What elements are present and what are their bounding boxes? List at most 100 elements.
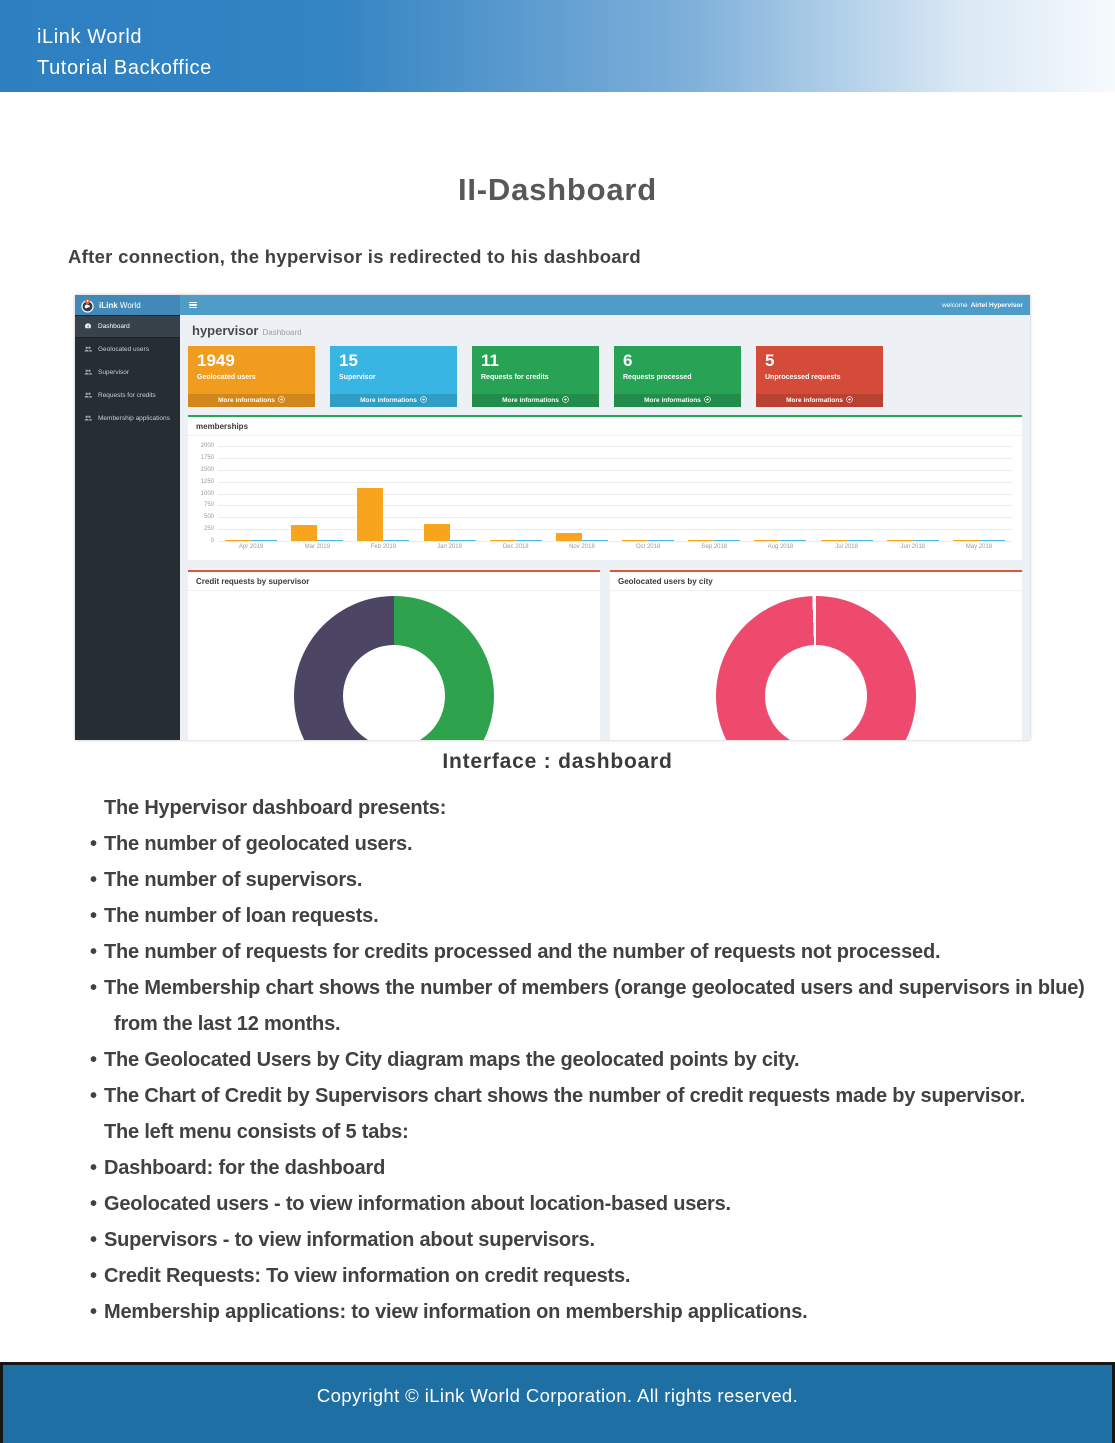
users-icon bbox=[84, 368, 93, 378]
body-line-text: The number of supervisors. bbox=[104, 869, 363, 891]
more-informations-link[interactable]: More informations bbox=[330, 394, 457, 407]
sidebar-item-requests-for-credits[interactable]: Requests for credits bbox=[75, 384, 180, 407]
stat-card-geolocated-users: 1949 Geolocated users More informations bbox=[188, 346, 315, 407]
x-axis-tick: Apr 2019 bbox=[238, 544, 264, 550]
bar-group-jan-2019 bbox=[417, 446, 483, 541]
header-line1: iLink World bbox=[37, 26, 143, 48]
body-line-text: The number of loan requests. bbox=[104, 905, 379, 927]
header-line2: Tutorial Backoffice bbox=[37, 57, 212, 79]
app-brand-name: iLink World bbox=[99, 300, 141, 310]
sidebar-item-membership-applications[interactable]: Membership applications bbox=[75, 407, 180, 430]
bar-geolocated-users bbox=[952, 539, 979, 541]
body-line-text: The number of requests for credits proce… bbox=[104, 941, 941, 963]
stat-card-label: Requests for credits bbox=[481, 374, 549, 381]
gridline bbox=[218, 541, 1012, 542]
y-axis-tick: 500 bbox=[203, 514, 214, 521]
body-line: • The Membership chart shows the number o… bbox=[90, 977, 1097, 1000]
stat-card-unprocessed-requests: 5 Unprocessed requests More informations bbox=[756, 346, 883, 407]
body-line: • Credit Requests: To view information on… bbox=[90, 1265, 1097, 1288]
more-informations-link[interactable]: More informations bbox=[614, 394, 741, 407]
body-line: •from the last 12 months. bbox=[90, 1013, 1097, 1036]
body-line: •The left menu consists of 5 tabs: bbox=[90, 1121, 1097, 1144]
stat-card-requests-for-credits: 11 Requests for credits More informations bbox=[472, 346, 599, 407]
users-icon bbox=[84, 345, 93, 355]
bar-geolocated-users bbox=[754, 539, 781, 541]
more-informations-link[interactable]: More informations bbox=[756, 394, 883, 407]
bar-group-nov-2018 bbox=[549, 446, 615, 541]
body-line-text: Supervisors - to view information about … bbox=[104, 1229, 595, 1251]
bar-supervisors bbox=[449, 539, 476, 541]
bar-series bbox=[218, 446, 1012, 541]
bar-geolocated-users bbox=[555, 533, 582, 541]
menu-toggle-icon[interactable] bbox=[189, 302, 197, 308]
bar-geolocated-users bbox=[820, 539, 847, 541]
sidebar-item-label: Dashboard bbox=[98, 323, 130, 330]
gridline bbox=[218, 446, 1012, 447]
bar-geolocated-users bbox=[225, 539, 252, 541]
dashboard-heading-title: hypervisor bbox=[192, 323, 259, 338]
body-line: • Membership applications: to view inform… bbox=[90, 1301, 1097, 1324]
memberships-bar-chart: 0 250 500 750 1000 1250 1500 1750 2000 bbox=[201, 443, 1012, 544]
body-line: •The Hypervisor dashboard presents: bbox=[90, 797, 1097, 820]
gridline bbox=[218, 505, 1012, 507]
stat-card-label: Supervisor bbox=[339, 374, 376, 381]
document-header: iLink World Tutorial Backoffice bbox=[0, 0, 1115, 92]
bar-group-dec-2018 bbox=[483, 446, 549, 541]
sidebar-item-supervisor[interactable]: Supervisor bbox=[75, 361, 180, 384]
body-line-text: The Geolocated Users by City diagram map… bbox=[104, 1049, 800, 1071]
bar-geolocated-users bbox=[423, 524, 450, 541]
more-informations-link[interactable]: More informations bbox=[472, 394, 599, 407]
x-axis-tick: Mar 2019 bbox=[304, 544, 330, 550]
body-line-text: The Hypervisor dashboard presents: bbox=[104, 797, 447, 819]
x-axis-tick: May 2018 bbox=[965, 544, 993, 550]
stat-card-value: 5 bbox=[765, 351, 775, 370]
sidebar-item-label: Membership applications bbox=[98, 415, 170, 422]
more-informations-link[interactable]: More informations bbox=[188, 394, 315, 407]
stat-card-value: 11 bbox=[481, 351, 499, 370]
welcome-user[interactable]: welcome Airtel Hypervisor bbox=[941, 301, 1023, 309]
bullet-marker: • bbox=[90, 1085, 97, 1107]
sidebar-item-dashboard[interactable]: Dashboard bbox=[75, 315, 180, 338]
bar-supervisors bbox=[846, 539, 873, 541]
body-line-text: The Membership chart shows the number of… bbox=[104, 977, 1085, 999]
bar-supervisors bbox=[383, 539, 410, 541]
app-topbar: iLink World welcome Airtel Hypervisor bbox=[75, 295, 1030, 315]
stat-card-value: 1949 bbox=[197, 351, 235, 370]
body-line-text: The number of geolocated users. bbox=[104, 833, 413, 855]
app-sidebar: Dashboard Geolocated users Supervisor Reque… bbox=[75, 315, 180, 740]
stat-cards-row: 1949 Geolocated users More informations 15 S… bbox=[188, 346, 1022, 407]
users-icon bbox=[84, 391, 93, 401]
y-axis-tick: 250 bbox=[203, 526, 214, 533]
sidebar-item-geolocated-users[interactable]: Geolocated users bbox=[75, 338, 180, 361]
copyright-text: Copyright © iLink World Corporation. All… bbox=[316, 1385, 799, 1406]
stat-card-label: Unprocessed requests bbox=[765, 374, 841, 381]
bullet-marker: • bbox=[90, 833, 97, 855]
users-icon bbox=[84, 414, 93, 424]
y-axis-tick: 0 bbox=[210, 538, 214, 544]
gridline bbox=[218, 493, 1012, 495]
bar-group-jul-2018 bbox=[814, 446, 880, 541]
body-line: • The Chart of Credit by Supervisors char… bbox=[90, 1085, 1097, 1108]
body-line-text: The Chart of Credit by Supervisors chart… bbox=[104, 1085, 1026, 1107]
bar-geolocated-users bbox=[622, 539, 649, 541]
dashboard-screenshot: iLink World welcome Airtel Hypervisor Da… bbox=[75, 295, 1030, 740]
credit-requests-donut-chart bbox=[294, 596, 494, 740]
arrow-circle-icon bbox=[846, 396, 853, 405]
body-line: • Dashboard: for the dashboard bbox=[90, 1157, 1097, 1180]
x-axis-tick: Feb 2019 bbox=[370, 544, 397, 550]
bar-group-mar-2019 bbox=[284, 446, 350, 541]
gridline bbox=[218, 469, 1012, 471]
stat-card-requests-processed: 6 Requests processed More informations bbox=[614, 346, 741, 407]
app-brand: iLink World bbox=[75, 295, 180, 315]
bullet-marker: • bbox=[90, 977, 97, 999]
sidebar-item-label: Geolocated users bbox=[98, 346, 149, 353]
bar-supervisors bbox=[317, 539, 344, 541]
memberships-panel: memberships 0 250 500 750 1000 1250 1500 1750 20… bbox=[188, 415, 1022, 560]
bullet-marker: • bbox=[90, 869, 97, 891]
bar-group-may-2018 bbox=[946, 446, 1012, 541]
sidebar-item-label: Supervisor bbox=[98, 369, 130, 376]
bar-group-jun-2018 bbox=[880, 446, 946, 541]
sidebar-item-label: Requests for credits bbox=[98, 392, 156, 399]
x-axis-tick: Dec 2018 bbox=[502, 544, 529, 550]
